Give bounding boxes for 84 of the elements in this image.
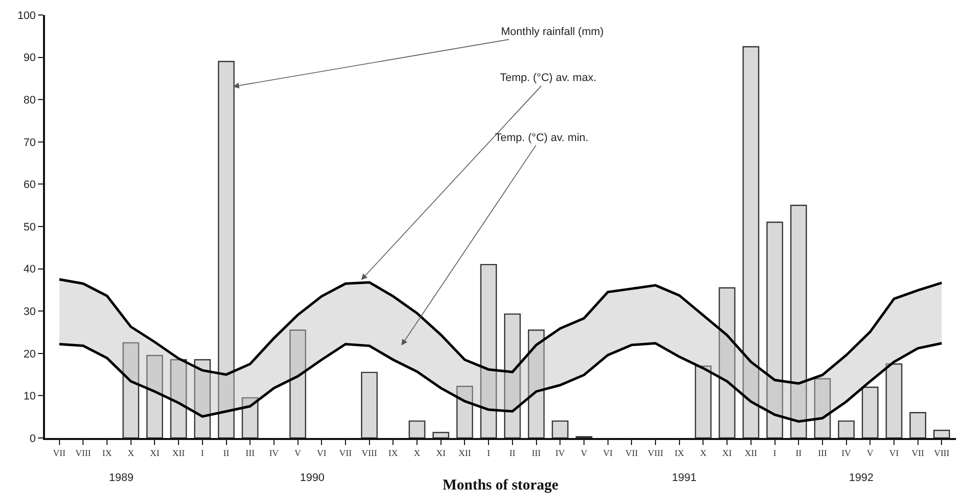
x-tick-label: II (223, 448, 230, 458)
x-tick-label: VII (912, 448, 924, 458)
x-tick-label: VIII (362, 448, 378, 458)
bar (360, 372, 378, 438)
bar (718, 287, 736, 438)
x-tick-label: IV (269, 448, 280, 458)
bar (122, 342, 140, 438)
x-tick-label: XI (150, 448, 160, 458)
text: 1991 (672, 472, 696, 484)
bar (694, 365, 712, 438)
x-tick-label: VIII (934, 448, 950, 458)
y-tick-label: 0 (30, 432, 36, 445)
bar (456, 386, 474, 438)
x-tick-label: II (509, 448, 516, 458)
x-tick-label: III (532, 448, 541, 458)
x-tick-label: I (773, 448, 776, 458)
x-tick-label: V (580, 448, 588, 458)
bar (242, 397, 258, 438)
x-tick-label: VI (889, 448, 899, 458)
y-tick-label: 90 (24, 52, 36, 64)
x-tick-label: I (200, 448, 204, 458)
text: Monthly rainfall (mm) (501, 26, 604, 38)
x-tick-label: X (700, 448, 707, 458)
text: 1990 (300, 472, 324, 484)
x-tick-label: V (294, 448, 302, 458)
x-tick-label: III (246, 448, 255, 458)
bar (289, 330, 306, 438)
x-tick-label: X (414, 448, 421, 458)
y-tick-label: 40 (24, 264, 36, 276)
y-tick-label: 20 (24, 348, 36, 360)
x-tick-label: III (818, 448, 827, 458)
x-tick-label: I (487, 448, 490, 458)
x-axis-title: Months of storage (442, 477, 559, 494)
bar (790, 204, 807, 438)
bar (552, 420, 568, 438)
x-tick-label: II (796, 448, 802, 458)
bar (766, 222, 784, 438)
x-tick-label: V (866, 448, 874, 458)
x-tick-label: IX (388, 448, 398, 458)
text: Temp. (°C) av. min. (495, 132, 588, 144)
bar (886, 363, 902, 438)
x-tick-label: IX (102, 448, 112, 458)
x-tick-label: VII (625, 448, 638, 458)
text: 1989 (109, 472, 134, 484)
y-tick-label: 100 (17, 10, 36, 22)
x-tick-label: XI (722, 448, 732, 458)
bar (862, 386, 878, 438)
bar (146, 354, 164, 438)
line-series (58, 342, 943, 423)
x-tick-label: VIII (75, 448, 91, 458)
bar (838, 420, 855, 438)
x-tick-label: XII (744, 448, 758, 458)
bar (742, 46, 760, 438)
x-tick-label: IX (674, 448, 685, 458)
x-tick-label: VI (316, 448, 326, 458)
x-tick-label: IV (842, 448, 852, 458)
bar (408, 420, 426, 438)
bar (480, 264, 497, 438)
y-tick-label: 70 (24, 136, 36, 149)
text: Temp. (°C) av. max. (500, 72, 596, 84)
bar (218, 60, 235, 438)
bar (933, 430, 950, 438)
x-tick-label: VI (603, 448, 613, 458)
x-tick-label: XI (436, 448, 446, 458)
bar (170, 359, 187, 438)
bar (909, 412, 926, 438)
x-tick-label: VII (53, 448, 66, 458)
y-tick-label: 30 (24, 306, 36, 318)
x-tick-label: VIII (648, 448, 664, 458)
x-tick-label: VII (339, 448, 352, 458)
y-tick-label: 80 (24, 94, 36, 106)
x-tick-label: XII (172, 448, 185, 458)
bar (814, 378, 831, 438)
bar (432, 432, 450, 438)
y-tick-label: 50 (24, 221, 36, 234)
bar (194, 359, 211, 438)
bar (528, 330, 545, 438)
y-tick-label: 10 (24, 390, 36, 403)
x-tick-label: IV (555, 448, 566, 458)
x-tick-label: X (128, 448, 135, 458)
y-tick-label: 60 (24, 179, 36, 192)
text: 1992 (849, 472, 874, 484)
bar (504, 313, 521, 438)
x-tick-label: XII (458, 448, 471, 458)
